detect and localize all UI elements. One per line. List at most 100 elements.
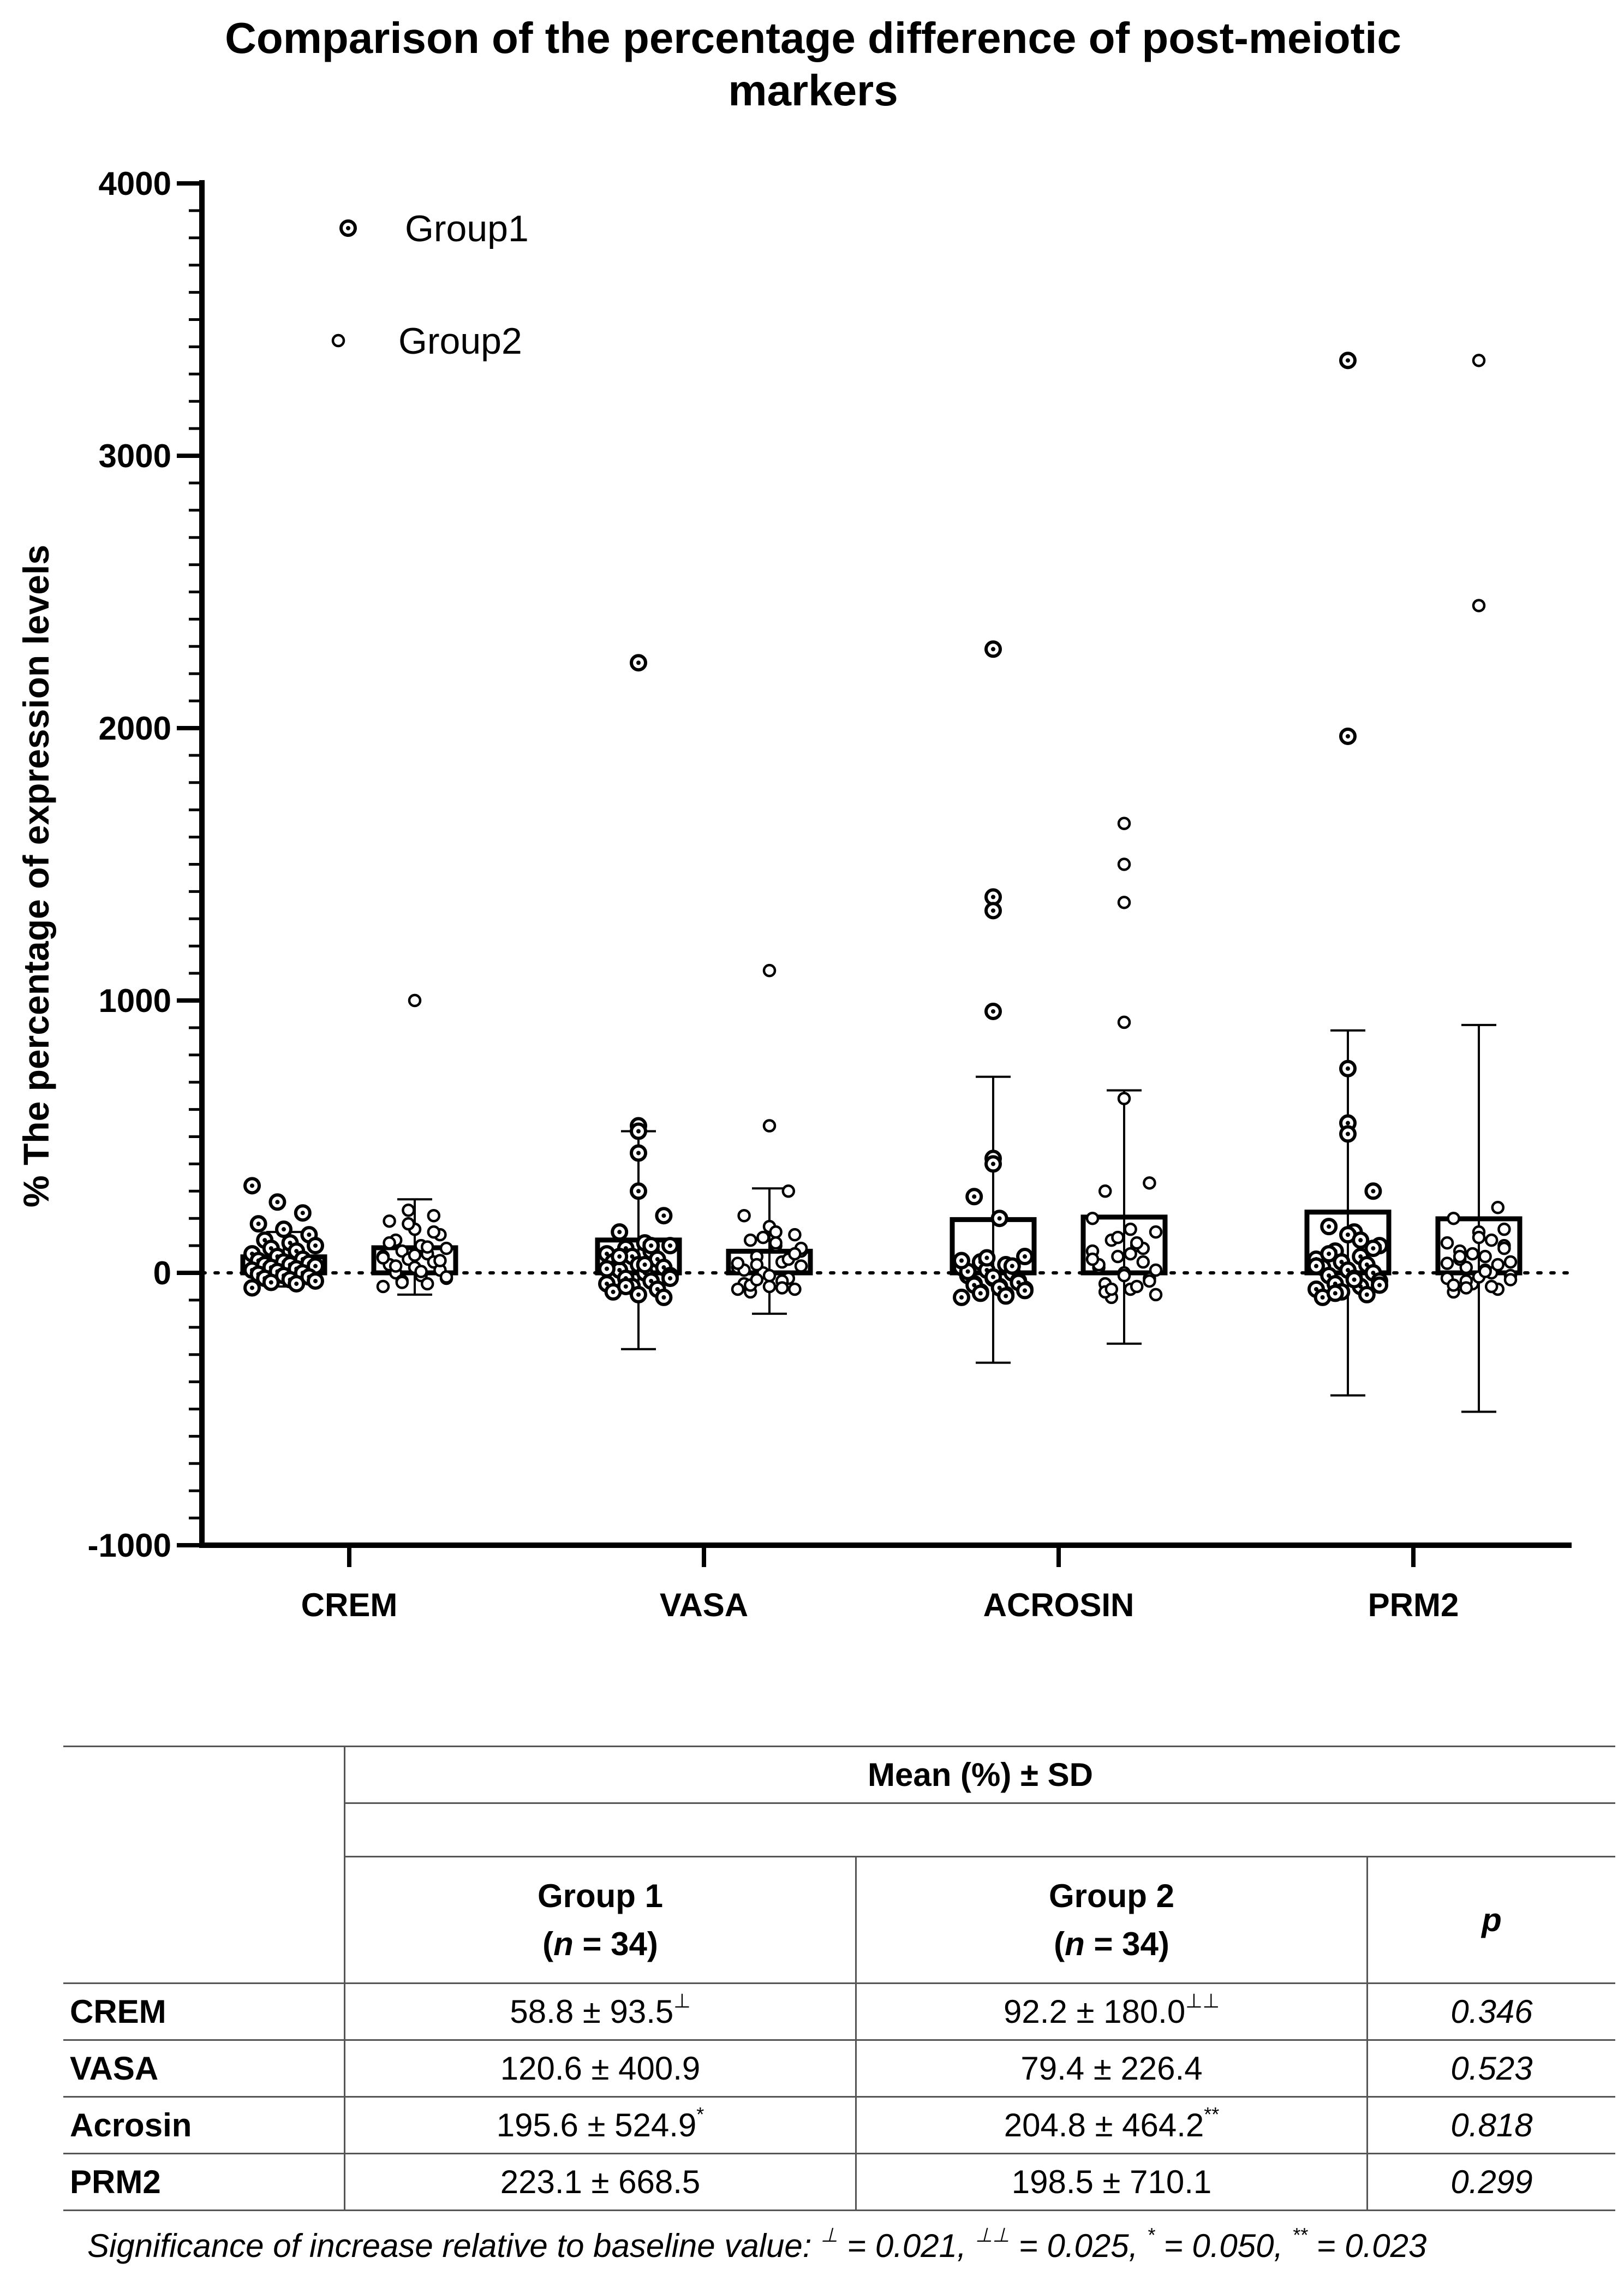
data-point-center [668, 1276, 672, 1281]
data-point-center [991, 895, 995, 900]
legend-marker-group2 [331, 333, 345, 348]
footnote-value: = 0.050, [1154, 2228, 1292, 2264]
data-point [408, 1248, 422, 1262]
table-cell-group2: 198.5 ± 710.1 [855, 2153, 1368, 2211]
data-point-center [649, 1243, 654, 1248]
group2-label: Group 2 [1048, 1877, 1174, 1914]
group1-label: Group 1 [537, 1877, 663, 1914]
data-point [1117, 1092, 1131, 1105]
data-point-center [972, 1194, 977, 1199]
table-cell-group2: 92.2 ± 180.0⊥⊥ [855, 1982, 1368, 2041]
data-point-center [636, 1151, 641, 1156]
data-point-center [1346, 1268, 1350, 1273]
data-point-center [1364, 1262, 1369, 1267]
table-cell-marker: Acrosin [63, 2096, 345, 2154]
data-point-center [1016, 1280, 1021, 1285]
data-point-center [294, 1249, 299, 1254]
data-point-center [611, 1289, 616, 1294]
data-point [1124, 1222, 1137, 1236]
data-point [1459, 1281, 1473, 1295]
data-point-center [1327, 1273, 1332, 1278]
x-tick-label: VASA [660, 1587, 748, 1623]
data-point-center [307, 1232, 312, 1237]
data-point-center [661, 1295, 666, 1300]
data-point [402, 1217, 415, 1231]
legend-label-group2: Group2 [398, 320, 522, 362]
data-point [1447, 1211, 1460, 1225]
group2-n: (n = 34) [1054, 1925, 1169, 1962]
x-tick-label: PRM2 [1368, 1587, 1459, 1623]
data-point [1111, 1249, 1125, 1264]
data-point [1117, 817, 1131, 830]
data-point-center [636, 660, 641, 665]
data-point [414, 1265, 428, 1278]
data-point [1117, 1015, 1131, 1029]
data-point [408, 993, 422, 1008]
data-point-center [1320, 1295, 1325, 1300]
data-point-center [288, 1241, 292, 1246]
table-header-mean-sd: Mean (%) ± SD [344, 1746, 1615, 1803]
data-point [1149, 1288, 1163, 1302]
data-point-center [313, 1243, 318, 1248]
data-point-center [655, 1287, 660, 1291]
footnote-symbol: ⊥ [821, 2224, 838, 2246]
data-point-center [1314, 1264, 1318, 1268]
data-point-center [605, 1252, 609, 1256]
data-point-center [256, 1222, 261, 1226]
data-point-center [959, 1295, 964, 1300]
table-cell-group1: 120.6 ± 400.9 [344, 2039, 857, 2098]
data-point [439, 1241, 453, 1255]
data-point-center [1358, 1238, 1363, 1243]
data-point [762, 963, 777, 978]
data-point-center [991, 647, 995, 652]
data-point-center [991, 1162, 995, 1166]
data-point-center [636, 1292, 641, 1297]
data-point-center [250, 1183, 254, 1188]
data-point [1447, 1278, 1460, 1292]
data-point-center [1346, 1121, 1350, 1125]
data-point-center [1352, 1277, 1357, 1282]
data-point [788, 1282, 802, 1296]
data-point-center [991, 1009, 995, 1014]
data-point-center [1371, 1271, 1376, 1275]
data-point [1085, 1252, 1100, 1266]
data-point [1104, 1282, 1119, 1296]
data-point [420, 1240, 434, 1254]
data-point [756, 1230, 770, 1244]
data-point [1478, 1265, 1492, 1278]
y-tick-label: 0 [153, 1255, 171, 1291]
data-point [775, 1281, 789, 1295]
table-header-group1: Group 1 (n = 34) [344, 1856, 857, 1984]
data-point [794, 1259, 808, 1273]
data-point-center [991, 908, 995, 913]
data-point [439, 1270, 453, 1284]
data-point [1149, 1225, 1163, 1239]
data-point [1117, 857, 1131, 871]
data-point-center [978, 1291, 983, 1296]
table-header-spacer [344, 1802, 1615, 1857]
data-point [1124, 1247, 1137, 1261]
footnote-prefix: Significance of increase relative to bas… [87, 2228, 821, 2264]
data-point [1484, 1233, 1498, 1247]
data-point-center [1346, 734, 1350, 738]
footnote-value: = 0.025, [1010, 2228, 1147, 2264]
table-row: PRM2 223.1 ± 668.5 198.5 ± 710.1 0.299 [63, 2153, 1615, 2211]
data-point-center [1346, 1232, 1350, 1237]
data-point [395, 1276, 409, 1289]
data-point-center [1010, 1264, 1014, 1268]
data-point [788, 1228, 802, 1242]
data-point [788, 1247, 802, 1261]
data-point-center [655, 1257, 660, 1262]
data-point [1503, 1273, 1518, 1287]
data-point-center [1327, 1224, 1332, 1229]
data-point [1466, 1247, 1479, 1261]
data-point-center [668, 1243, 672, 1248]
data-point-center [268, 1246, 273, 1251]
data-point-center [661, 1213, 666, 1218]
data-point [1503, 1255, 1518, 1269]
table-cell-group1: 58.8 ± 93.5⊥ [344, 1982, 857, 2041]
data-point [1149, 1263, 1163, 1277]
data-point [1085, 1211, 1100, 1225]
data-point [1117, 1268, 1131, 1283]
data-point [1111, 1230, 1125, 1244]
